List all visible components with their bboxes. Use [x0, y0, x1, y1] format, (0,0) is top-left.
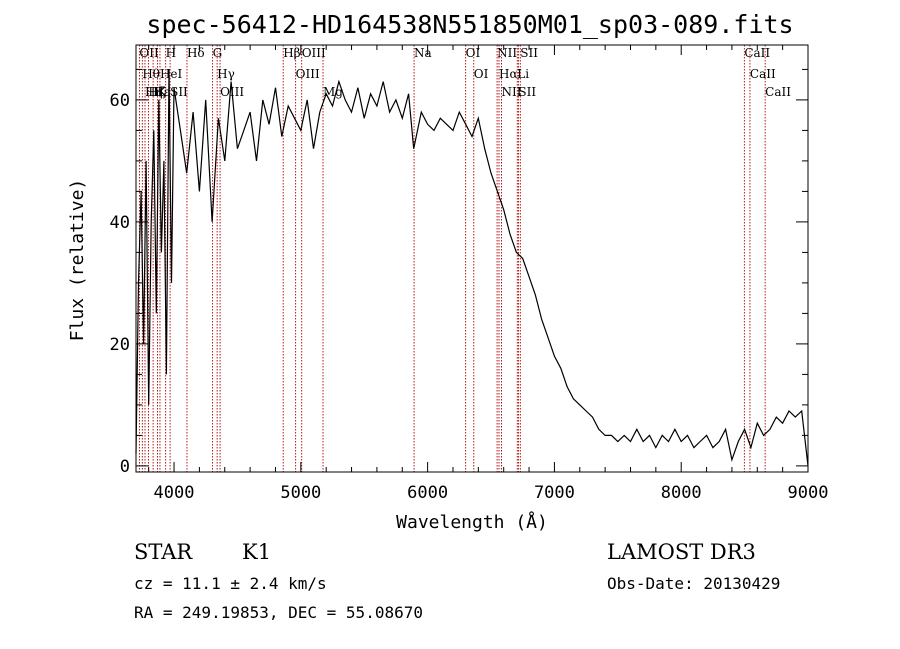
- x-tick-label: 6000: [407, 483, 448, 503]
- x-tick-label: 9000: [788, 483, 829, 503]
- chart-title: spec-56412-HD164538N551850M01_sp03-089.f…: [146, 10, 793, 39]
- line-marker-label: Hθ: [142, 67, 160, 81]
- object-class: STAR: [134, 540, 193, 564]
- line-marker-label: Hα: [499, 67, 518, 81]
- y-tick-label: 20: [110, 335, 130, 355]
- spectral-line-markers: [138, 45, 766, 472]
- observation-date: Obs-Date: 20130429: [607, 574, 780, 593]
- y-axis-label: Flux (relative): [67, 179, 88, 342]
- line-marker-label: OI: [466, 46, 481, 60]
- line-marker-label: CaII: [750, 67, 776, 81]
- line-marker-label: SII: [518, 85, 536, 99]
- x-tick-label: 5000: [280, 483, 321, 503]
- x-axis-label: Wavelength (Å): [396, 511, 548, 533]
- line-marker-label: Hη: [145, 85, 163, 99]
- line-marker-label: OIII: [296, 67, 320, 81]
- line-marker-label: H: [166, 46, 176, 60]
- y-axis-ticks: 0 20 40 60: [110, 68, 808, 477]
- line-marker-label: Li: [517, 67, 529, 81]
- survey-name: LAMOST DR3: [607, 540, 756, 564]
- line-marker-label: NII: [497, 46, 517, 60]
- coordinates-info: RA = 249.19853, DEC = 55.08670: [134, 603, 423, 622]
- object-subclass: K1: [242, 540, 271, 564]
- line-marker-label: OIII: [302, 46, 326, 60]
- x-tick-label: 8000: [661, 483, 702, 503]
- line-marker-label: Na: [414, 46, 432, 60]
- redshift-info: cz = 11.1 ± 2.4 km/s: [134, 574, 327, 593]
- line-marker-label: CaII: [765, 85, 791, 99]
- line-marker-label: CaII: [744, 46, 770, 60]
- x-axis-ticks: 4000 5000 6000 7000 8000 9000: [148, 45, 829, 503]
- line-marker-label: G: [213, 46, 223, 60]
- y-tick-label: 40: [110, 213, 130, 233]
- line-marker-label: Mg: [323, 85, 343, 99]
- line-marker-label: HeI: [160, 67, 183, 81]
- spectrum-line: [135, 69, 809, 466]
- line-marker-label: Hδ: [187, 46, 205, 60]
- line-marker-label: Hγ: [217, 67, 235, 81]
- y-tick-label: 60: [110, 91, 130, 111]
- line-marker-label: Hε: [153, 85, 170, 99]
- line-marker-label: NII: [502, 85, 522, 99]
- x-tick-label: 7000: [534, 483, 575, 503]
- x-tick-label: 4000: [154, 483, 195, 503]
- plot-frame: [135, 44, 809, 473]
- line-marker-label: OI: [474, 67, 489, 81]
- line-marker-label: K: [157, 85, 167, 99]
- line-marker-label: Hβ: [283, 46, 300, 60]
- line-marker-label: Hζ: [148, 85, 165, 99]
- y-tick-label: 0: [120, 457, 130, 477]
- line-marker-label: SII: [520, 46, 538, 60]
- line-marker-label: SII: [170, 85, 188, 99]
- line-marker-label: OII: [139, 46, 159, 60]
